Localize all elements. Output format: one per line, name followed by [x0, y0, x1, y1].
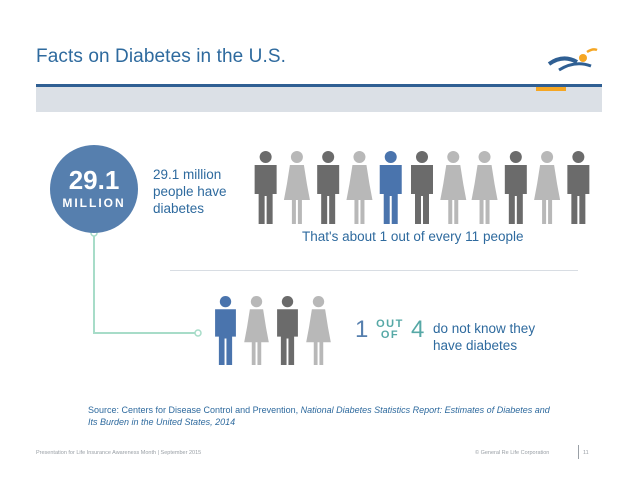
person-icon-light: [440, 151, 467, 224]
ratio-description: do not know they have diabetes: [433, 320, 563, 354]
person-icon-dark: [254, 151, 277, 224]
page-number: 11: [583, 450, 589, 456]
stat-circle: 29.1 MILLION: [50, 145, 138, 233]
person-icon-light: [306, 295, 331, 365]
person-icon-light: [244, 295, 269, 365]
ratio-of: OF: [380, 329, 400, 341]
header-rule: [36, 84, 602, 87]
stat-description-line1: 29.1 million: [153, 167, 222, 182]
header-band: [36, 87, 602, 112]
person-icon-dark: [504, 151, 527, 224]
stat-description-line2: people have: [153, 184, 227, 199]
person-icon-blue: [379, 151, 402, 224]
footer-presentation-name: Presentation for Life Insurance Awarenes…: [36, 450, 202, 456]
company-logo-icon: [547, 48, 598, 72]
ratio-one: 1: [355, 316, 369, 343]
ratio-description-line1: do not know they: [433, 321, 536, 336]
stat-unit: MILLION: [62, 196, 126, 210]
person-icon-light: [283, 151, 310, 224]
source-citation: Source: Centers for Disease Control and …: [88, 404, 558, 428]
person-icon-dark: [411, 151, 433, 224]
footer-copyright: © General Re Life Corporation: [475, 450, 550, 456]
source-prefix: Source: Centers for Disease Control and …: [88, 405, 301, 415]
ratio-sentence: That's about 1 out of every 11 people: [302, 229, 524, 244]
ratio-out: OUT: [376, 318, 404, 330]
ratio-four: 4: [411, 316, 425, 343]
ratio-description-line2: have diabetes: [433, 338, 518, 353]
person-icon-light: [346, 151, 373, 224]
person-icon-dark: [317, 151, 340, 224]
person-icon-dark: [277, 295, 298, 365]
people-row-4: [215, 295, 331, 365]
source-title: National Diabetes Statistics Report: Est…: [88, 405, 550, 427]
stat-description-line3: diabetes: [153, 201, 205, 216]
people-row-11: [254, 151, 590, 224]
section-divider: [170, 270, 578, 271]
header-accent-bar: [536, 87, 566, 91]
footer-separator: [578, 445, 579, 459]
slide-title: Facts on Diabetes in the U.S.: [36, 46, 287, 67]
person-icon-light: [471, 151, 498, 224]
stat-number: 29.1: [68, 165, 120, 195]
person-icon-blue: [215, 295, 236, 365]
person-icon-dark: [567, 151, 590, 224]
ratio-out-of: OUT OF: [372, 319, 408, 341]
stat-description: 29.1 million people have diabetes: [153, 166, 273, 217]
person-icon-light: [534, 151, 561, 224]
